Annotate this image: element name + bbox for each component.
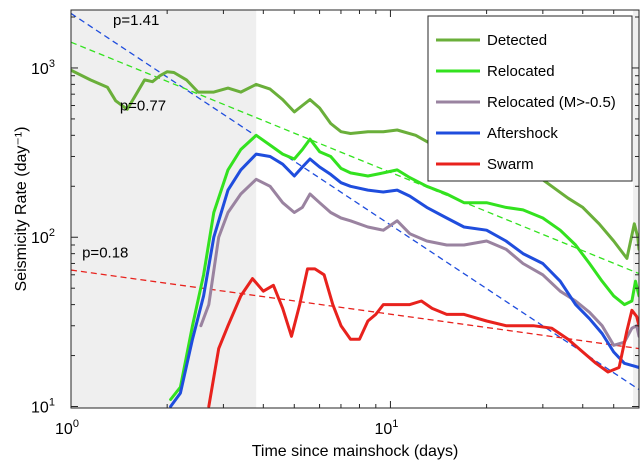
fit-label-p=0.18: p=0.18 — [82, 244, 128, 261]
y-axis-title: Seismicity Rate (day⁻¹) — [13, 127, 30, 292]
legend-box — [427, 15, 633, 182]
legend: Detected Relocated Relocated (M>-0.5) After… — [427, 15, 633, 182]
series-line-relocated — [169, 133, 639, 401]
y-tick-label-0: 101 — [31, 397, 55, 417]
shaded-region-1 — [633, 10, 639, 408]
series-line-aftershock — [169, 152, 639, 408]
fit-line-p=1.41 — [71, 12, 639, 391]
shaded-region-layer — [71, 10, 639, 408]
fit-label-p=1.41: p=1.41 — [113, 12, 159, 29]
series-line-swarm — [207, 267, 639, 408]
shaded-region-0 — [71, 10, 257, 408]
y-tick-label-1: 102 — [31, 227, 55, 247]
legend-label-relocated: Relocated — [487, 63, 555, 80]
plot-frame — [70, 9, 640, 409]
legend-label-relocated-m-0-5-: Relocated (M>-0.5) — [487, 94, 616, 111]
series-layer — [71, 68, 639, 408]
fit-line-layer — [71, 12, 639, 391]
x-axis-title: Time since mainshock (days) — [252, 443, 459, 460]
legend-label-swarm: Swarm — [487, 156, 534, 173]
legend-label-detected: Detected — [487, 32, 547, 49]
x-tick-label-1: 101 — [374, 418, 398, 438]
series-line-detected — [71, 68, 639, 260]
fit-label-p=0.77: p=0.77 — [120, 98, 166, 115]
legend-label-aftershock: Aftershock — [487, 125, 558, 142]
y-tick-label-2: 103 — [31, 58, 55, 78]
annotation-layer: p=1.41 p=0.77 p=0.18 — [82, 12, 166, 262]
legend-items: Detected Relocated Relocated (M>-0.5) After… — [436, 32, 616, 173]
x-tick-label-0: 100 — [55, 418, 79, 438]
fit-line-p=0.77 — [71, 41, 639, 275]
fit-line-p=0.18 — [71, 269, 639, 350]
series-line-relocated-m-0-5- — [199, 177, 639, 347]
